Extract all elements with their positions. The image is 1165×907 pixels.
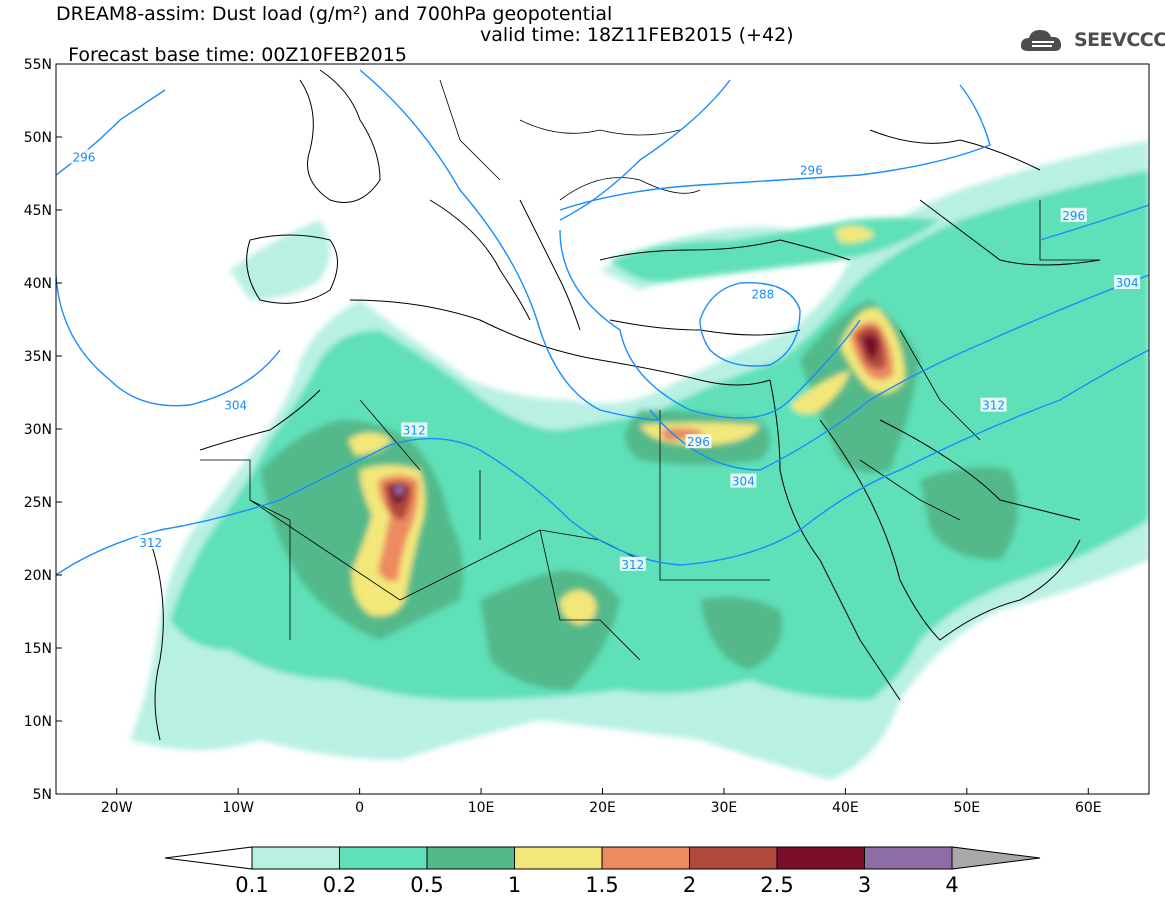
dust-level-3: [394, 485, 405, 496]
lat-tick-label: 15N: [24, 641, 52, 657]
map-area: 296 296 296 288 304 304 312 312 296 304 312 312: [56, 64, 1149, 794]
lon-tick-label: 40E: [832, 800, 859, 816]
contour-label: 288: [751, 288, 774, 302]
colorbar-segment: [601, 846, 690, 870]
contour-label: 312: [403, 423, 426, 437]
lon-tick-label: 0: [355, 800, 364, 816]
colorbar-segment: [514, 846, 603, 870]
colorbar-under-arrow: [164, 846, 253, 870]
colorbar-segment: [251, 846, 340, 870]
contour-label-bg: [685, 434, 712, 449]
contour-label: 296: [72, 150, 95, 164]
contour-label-bg: [1114, 275, 1141, 289]
lat-tick-label: 55N: [24, 57, 52, 73]
lat-tick-label: 25N: [24, 495, 52, 511]
contour-304-east: [649, 274, 1149, 471]
colorbar-label: 0.2: [323, 873, 356, 897]
contour-296-inner: [559, 229, 861, 419]
contour-label-bg: [749, 286, 776, 301]
logo-text: SEEVCCC: [1074, 29, 1165, 51]
seevccc-logo: SEEVCCC: [1018, 22, 1165, 58]
contour-label-bg: [70, 149, 97, 164]
contour-label-bg: [1060, 207, 1087, 222]
colorbar-segment: [776, 846, 865, 870]
contour-label: 312: [982, 399, 1005, 413]
contour-296-east: [1039, 204, 1149, 241]
colorbar-label: 2: [683, 873, 696, 897]
coastlines: [149, 69, 1101, 741]
chart-title: DREAM8-assim: Dust load (g/m²) and 700hP…: [56, 3, 613, 25]
contour-label: 312: [621, 558, 644, 572]
contour-304-west: [56, 274, 281, 407]
contour-label: 296: [1062, 209, 1085, 223]
colorbar-over-arrow: [951, 846, 1041, 870]
contour-label-bg: [730, 473, 757, 488]
lat-tick-label: 35N: [24, 349, 52, 365]
contour-label: 312: [139, 536, 162, 550]
lon-tick-label: 10E: [468, 800, 495, 816]
contour-312-main: [56, 349, 1149, 576]
colorbar-segment: [689, 846, 778, 870]
colorbar-segment: [426, 846, 515, 870]
contour-label: 296: [687, 435, 710, 449]
contour-288: [699, 282, 801, 367]
contour-label: 296: [800, 164, 823, 178]
contour-label-bg: [222, 397, 249, 412]
contour-label-bg: [980, 397, 1007, 412]
contour-label-bg: [401, 422, 428, 437]
lon-tick-label: 20E: [589, 800, 616, 816]
contour-label: 304: [1116, 276, 1139, 290]
cloud-icon: [1020, 30, 1062, 51]
base-time-text: Forecast base time: 00Z10FEB2015: [68, 44, 407, 66]
axis-ticks: 55N 50N 45N 40N 35N 30N 25N 20N 15N 10N 5N 20W 10W 0 1…: [24, 57, 1102, 816]
contour-label-bg: [798, 162, 825, 177]
lat-tick-label: 50N: [24, 130, 52, 146]
dust-field: [130, 140, 1149, 780]
colorbar-label: 1: [508, 873, 521, 897]
colorbar-label: 3: [858, 873, 871, 897]
lat-tick-label: 40N: [24, 276, 52, 292]
contour-304-mid: [359, 69, 661, 421]
colorbar-label: 1.5: [585, 873, 618, 897]
lon-tick-label: 30E: [711, 800, 738, 816]
base-time: Forecast base time: 00Z10FEB2015 valid t…: [56, 25, 793, 85]
lon-tick-label: 50E: [953, 800, 980, 816]
lon-tick-label: 60E: [1075, 800, 1102, 816]
colorbar: 0.1 0.2 0.5 1 1.5 2 2.5 3 4: [164, 846, 1041, 897]
lon-tick-label: 20W: [101, 800, 133, 816]
valid-time-text: valid time: 18Z11FEB2015 (+42): [480, 24, 794, 46]
contour-labels: 296 296 296 288 304 304 312 312 296 304 312 312: [70, 149, 1141, 572]
lat-tick-label: 20N: [24, 568, 52, 584]
lon-tick-label: 10W: [222, 800, 254, 816]
contour-304-ne: [559, 79, 731, 221]
contour-296-north: [559, 84, 991, 211]
colorbar-label: 0.5: [410, 873, 443, 897]
colorbar-segment: [339, 846, 428, 870]
lat-tick-label: 45N: [24, 203, 52, 219]
lat-tick-label: 30N: [24, 422, 52, 438]
colorbar-label: 4: [945, 873, 958, 897]
contour-label: 304: [732, 475, 755, 489]
colorbar-label: 2.5: [760, 873, 793, 897]
colorbar-segment: [864, 846, 953, 870]
contour-label-bg: [619, 556, 646, 571]
contour-label-bg: [137, 534, 164, 549]
geopotential-contours: [56, 69, 1149, 576]
colorbar-label: 0.1: [235, 873, 268, 897]
lat-tick-label: 5N: [33, 787, 52, 803]
lat-tick-label: 10N: [24, 714, 52, 730]
contour-label: 304: [224, 399, 247, 413]
